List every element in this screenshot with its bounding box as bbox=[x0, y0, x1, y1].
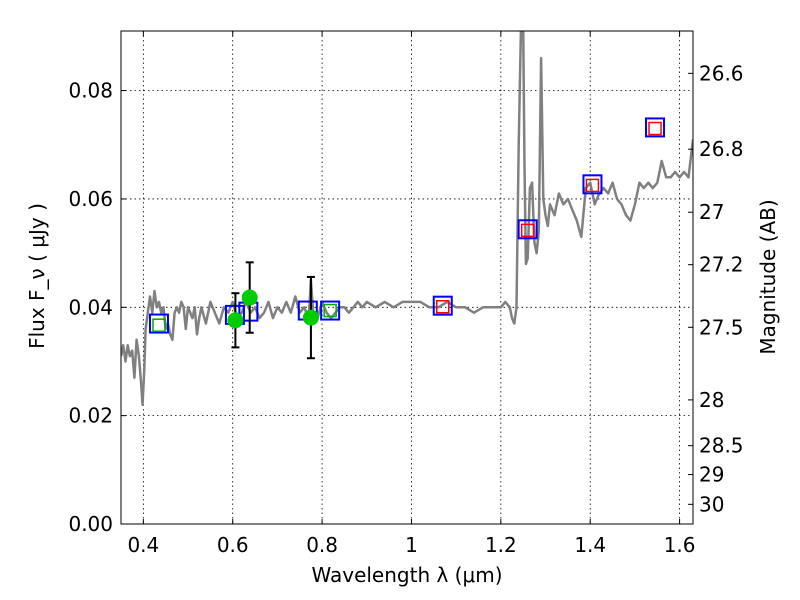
axis-ticks: 0.4 0.6 0.8 1 1.2 1.4 1.6 0.00 0.02 0.04 0.06 0.08 2… bbox=[68, 31, 744, 557]
x-tick-label: 1.4 bbox=[574, 533, 606, 557]
blue-square-marker bbox=[320, 300, 341, 321]
magnitude-tick-label: 26.8 bbox=[699, 137, 744, 161]
blue-square-marker bbox=[148, 313, 169, 334]
magnitude-tick-label: 27.5 bbox=[699, 315, 744, 339]
magnitude-tick-label: 29 bbox=[699, 463, 724, 487]
y-tick-label: 0.06 bbox=[68, 187, 113, 211]
red-square-marker bbox=[520, 223, 535, 238]
grid-lines bbox=[121, 31, 693, 525]
plot-area bbox=[121, 31, 693, 407]
magnitude-tick-label: 28.5 bbox=[699, 434, 744, 458]
x-tick-label: 1.2 bbox=[485, 533, 517, 557]
magnitude-tick-label: 26.6 bbox=[699, 61, 744, 85]
blue-square-marker bbox=[432, 295, 453, 316]
data-marks bbox=[121, 31, 693, 407]
blue-square-marker bbox=[582, 174, 603, 195]
y-tick-label: 0.04 bbox=[68, 295, 113, 319]
x-tick-label: 1.6 bbox=[664, 533, 696, 557]
magnitude-tick-label: 27.2 bbox=[699, 253, 744, 277]
green-square-marker bbox=[152, 318, 166, 332]
x-tick-label: 0.6 bbox=[217, 533, 249, 557]
magnitude-tick-label: 28 bbox=[699, 388, 724, 412]
red-square-marker bbox=[648, 121, 662, 136]
x-tick-label: 1 bbox=[405, 533, 418, 557]
red-square-marker bbox=[585, 178, 600, 193]
blue-square-marker bbox=[517, 219, 538, 240]
magnitude-tick-label: 27 bbox=[699, 200, 724, 224]
plot-frame bbox=[120, 30, 694, 525]
y-tick-label: 0.02 bbox=[68, 404, 113, 428]
x-axis-title: Wavelength λ (μm) bbox=[311, 563, 502, 587]
x-tick-label: 0.4 bbox=[127, 533, 159, 557]
green-point-marker bbox=[241, 289, 258, 306]
blue-square-marker bbox=[645, 117, 666, 138]
right-axis-title: Magnitude (AB) bbox=[756, 199, 780, 354]
green-point-marker bbox=[302, 309, 319, 326]
y-axis-title: Flux F_ν ( μJy ) bbox=[25, 203, 49, 349]
green-square-marker bbox=[323, 303, 337, 318]
green-point-marker bbox=[227, 312, 244, 329]
y-tick-label: 0.00 bbox=[68, 512, 113, 536]
red-square-marker bbox=[436, 300, 450, 314]
x-tick-label: 0.8 bbox=[306, 533, 338, 557]
y-tick-label: 0.08 bbox=[68, 79, 113, 103]
magnitude-tick-label: 30 bbox=[699, 492, 724, 516]
